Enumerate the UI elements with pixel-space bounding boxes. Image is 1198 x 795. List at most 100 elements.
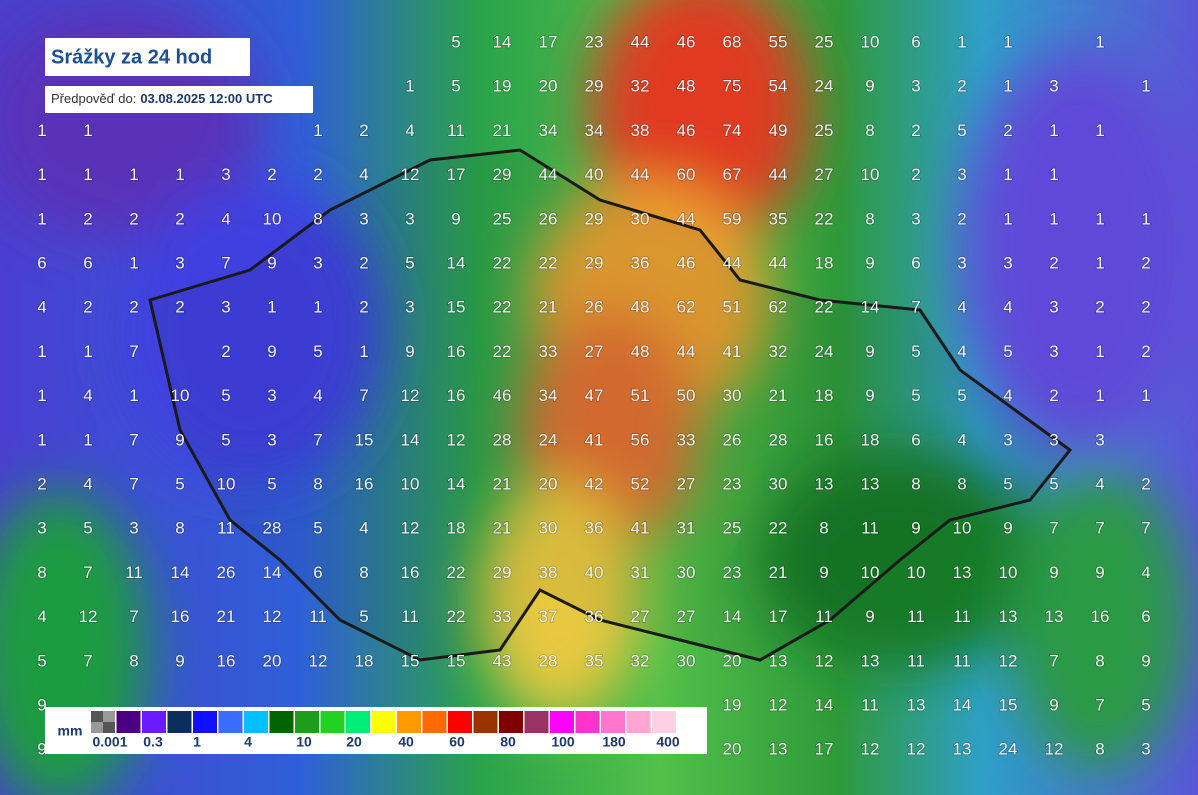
grid-value: 9: [175, 430, 184, 449]
grid-value: 44: [677, 342, 696, 361]
grid-value: 4: [957, 342, 966, 361]
grid-value: 2: [129, 209, 138, 228]
grid-value: 1: [83, 165, 92, 184]
grid-value: 16: [447, 342, 466, 361]
legend-swatch: [499, 711, 523, 733]
grid-value: 12: [769, 695, 788, 714]
grid-value: 9: [267, 342, 276, 361]
grid-value: 16: [355, 474, 374, 493]
grid-value: 51: [631, 386, 650, 405]
grid-value: 9: [267, 253, 276, 272]
grid-value: 46: [677, 32, 696, 51]
grid-value: 34: [539, 121, 558, 140]
grid-value: 27: [631, 607, 650, 626]
grid-value: 38: [631, 121, 650, 140]
legend-label: 20: [346, 734, 362, 750]
legend-swatch: [652, 711, 676, 733]
grid-value: 33: [677, 430, 696, 449]
legend: mm 0.001 0.3 1 4 10 20 40 60 80 100 180 400: [45, 707, 707, 754]
grid-value: 11: [401, 607, 419, 626]
grid-value: 5: [957, 121, 966, 140]
grid-value: 1: [37, 342, 46, 361]
grid-value: 18: [447, 519, 466, 538]
grid-value: 6: [911, 32, 920, 51]
grid-value: 12: [401, 386, 420, 405]
grid-value: 40: [585, 165, 604, 184]
grid-value: 44: [769, 165, 788, 184]
grid-value: 22: [447, 607, 466, 626]
grid-value: 44: [769, 253, 788, 272]
grid-value: 1: [129, 165, 138, 184]
legend-swatch-check: [103, 722, 115, 733]
grid-value: 25: [493, 209, 512, 228]
grid-value: 7: [129, 342, 138, 361]
grid-value: 18: [861, 430, 880, 449]
grid-value: 1: [1095, 32, 1104, 51]
grid-value: 22: [815, 298, 834, 317]
grid-value: 5: [957, 386, 966, 405]
grid-value: 14: [401, 430, 420, 449]
grid-value: 13: [769, 740, 788, 759]
grid-value: 22: [493, 253, 512, 272]
grid-value: 29: [493, 563, 512, 582]
grid-value: 8: [359, 563, 368, 582]
grid-value: 12: [1045, 740, 1064, 759]
grid-value: 9: [37, 695, 46, 714]
grid-value: 27: [677, 474, 696, 493]
grid-value: 1: [1049, 121, 1058, 140]
grid-value: 4: [1141, 563, 1150, 582]
legend-swatch: [626, 711, 651, 733]
grid-value: 12: [907, 740, 926, 759]
grid-value: 2: [957, 77, 966, 96]
grid-value: 24: [815, 77, 834, 96]
grid-value: 2: [1141, 298, 1150, 317]
grid-value: 48: [631, 298, 650, 317]
grid-value: 5: [267, 474, 276, 493]
grid-value: 59: [723, 209, 742, 228]
grid-value: 36: [585, 519, 604, 538]
grid-value: 25: [723, 519, 742, 538]
grid-value: 10: [999, 563, 1018, 582]
grid-value: 7: [83, 563, 92, 582]
legend-label: 80: [500, 734, 516, 750]
grid-value: 27: [677, 607, 696, 626]
grid-value: 13: [861, 474, 880, 493]
grid-value: 2: [359, 298, 368, 317]
grid-value: 56: [631, 430, 650, 449]
grid-value: 32: [769, 342, 788, 361]
grid-value: 36: [631, 253, 650, 272]
grid-value: 34: [585, 121, 604, 140]
grid-value: 26: [585, 298, 604, 317]
grid-value: 40: [585, 563, 604, 582]
grid-value: 46: [677, 121, 696, 140]
grid-value: 3: [267, 430, 276, 449]
grid-value: 22: [493, 298, 512, 317]
legend-label: 10: [296, 734, 312, 750]
grid-value: 10: [953, 519, 972, 538]
forecast-time: 03.08.2025 12:00 UTC: [140, 91, 273, 106]
grid-value: 17: [447, 165, 466, 184]
grid-value: 5: [313, 519, 322, 538]
grid-value: 2: [1141, 342, 1150, 361]
grid-value: 12: [401, 165, 420, 184]
grid-value: 44: [723, 253, 742, 272]
grid-value: 29: [585, 77, 604, 96]
grid-value: 10: [217, 474, 236, 493]
grid-value: 5: [1049, 474, 1058, 493]
grid-value: 13: [815, 474, 834, 493]
grid-value: 50: [677, 386, 696, 405]
legend-swatch: [448, 711, 472, 733]
grid-value: 23: [723, 474, 742, 493]
grid-value: 7: [129, 607, 138, 626]
grid-value: 8: [129, 651, 138, 670]
grid-value: 67: [723, 165, 742, 184]
grid-value: 1: [1003, 165, 1012, 184]
grid-value: 2: [221, 342, 230, 361]
grid-value: 1: [1095, 121, 1104, 140]
grid-value: 7: [1095, 695, 1104, 714]
grid-value: 20: [723, 740, 742, 759]
grid-value: 6: [911, 430, 920, 449]
legend-swatch: [193, 711, 217, 733]
